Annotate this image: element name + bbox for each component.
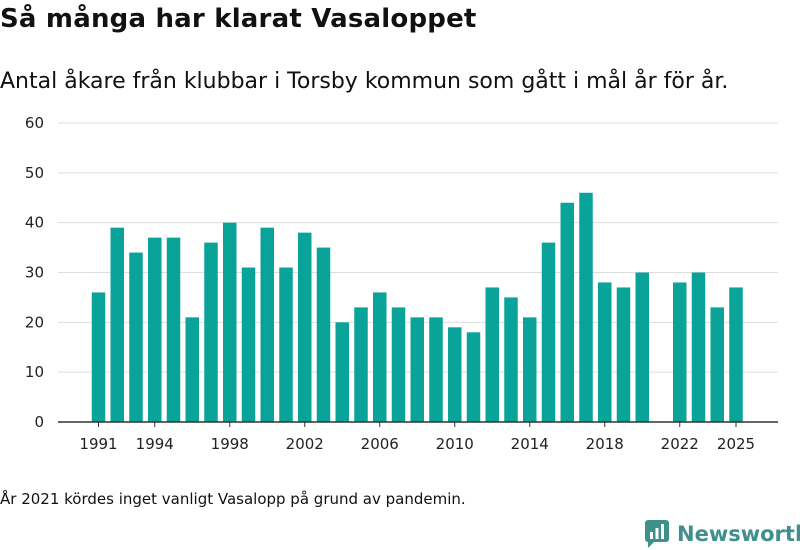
- bar: [166, 237, 181, 422]
- x-tick-label: 2018: [586, 435, 624, 453]
- footnote: År 2021 kördes inget vanligt Vasalopp på…: [0, 490, 466, 508]
- bar: [129, 252, 143, 422]
- chart-subtitle: Antal åkare från klubbar i Torsby kommun…: [0, 69, 729, 94]
- bar: [354, 307, 368, 422]
- bar: [279, 267, 293, 422]
- bar: [91, 292, 106, 422]
- bar: [616, 287, 631, 422]
- brand-name: Newsworthy: [677, 522, 800, 546]
- bar: [391, 307, 406, 422]
- bar: [560, 202, 574, 422]
- bars: [91, 192, 743, 422]
- bar: [335, 322, 349, 422]
- bar: [729, 287, 743, 422]
- bar: [448, 327, 462, 422]
- bar: [691, 272, 706, 422]
- y-axis-ticks: 0 10 20 30 40 50 60: [25, 114, 44, 431]
- bar: [373, 292, 387, 422]
- bar: [298, 232, 312, 422]
- chart-title: Så många har klarat Vasaloppet: [0, 4, 477, 34]
- y-tick-label: 10: [25, 363, 44, 381]
- bar: [429, 317, 443, 422]
- bar: [223, 222, 237, 422]
- y-tick-label: 30: [25, 264, 44, 282]
- x-tick-label: 2010: [436, 435, 474, 453]
- x-tick-label: 1994: [136, 435, 174, 453]
- bar: [673, 282, 687, 422]
- bar: [185, 317, 199, 422]
- bar: [241, 267, 256, 422]
- bar: [579, 192, 593, 422]
- y-tick-label: 20: [25, 313, 44, 331]
- bar: [148, 237, 162, 422]
- x-tick-label: 1998: [211, 435, 249, 453]
- x-tick-label: 2022: [661, 435, 699, 453]
- bar-chart: 0 10 20 30 40 50 60 1991 1994 1998 2002 2006 2010 20…: [25, 114, 778, 453]
- bar: [710, 307, 724, 422]
- bar: [598, 282, 612, 422]
- brand-logo: Newsworthy: [645, 519, 800, 549]
- bar: [410, 317, 424, 422]
- newsworthy-logo-icon: [645, 520, 669, 548]
- y-tick-label: 60: [25, 114, 44, 132]
- bar: [204, 242, 218, 422]
- bar: [316, 247, 331, 422]
- x-tick-label: 2025: [717, 435, 755, 453]
- bar: [260, 227, 274, 422]
- x-tick-label: 1991: [79, 435, 117, 453]
- x-axis-ticks: 1991 1994 1998 2002 2006 2010 2014 2018 2022 2025: [79, 422, 755, 453]
- y-tick-label: 50: [25, 164, 44, 182]
- x-tick-label: 2006: [361, 435, 399, 453]
- bar: [635, 272, 649, 422]
- bar: [485, 287, 499, 422]
- y-tick-label: 40: [25, 214, 44, 232]
- y-tick-label: 0: [34, 413, 44, 431]
- bar: [466, 332, 481, 422]
- bar: [504, 297, 518, 422]
- bar: [541, 242, 556, 422]
- bar: [110, 227, 124, 422]
- bar: [523, 317, 537, 422]
- x-tick-label: 2002: [286, 435, 324, 453]
- x-tick-label: 2014: [511, 435, 549, 453]
